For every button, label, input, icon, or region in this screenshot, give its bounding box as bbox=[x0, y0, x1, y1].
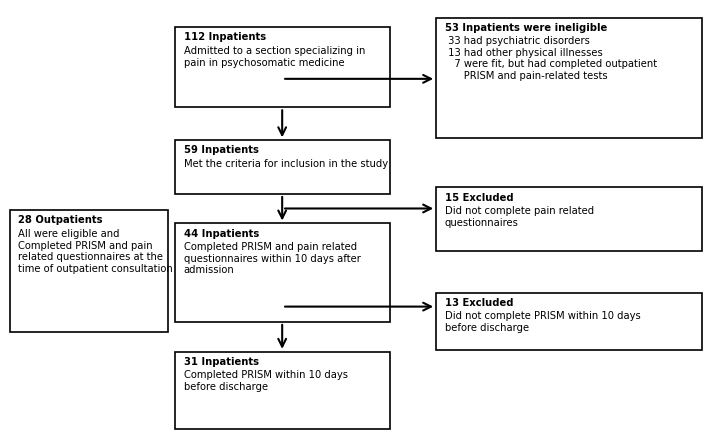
Text: 59 Inpatients: 59 Inpatients bbox=[184, 145, 259, 155]
FancyBboxPatch shape bbox=[175, 27, 390, 107]
Text: 53 Inpatients were ineligible: 53 Inpatients were ineligible bbox=[445, 23, 607, 33]
FancyBboxPatch shape bbox=[10, 210, 168, 332]
Text: Admitted to a section specializing in
pain in psychosomatic medicine: Admitted to a section specializing in pa… bbox=[184, 46, 365, 67]
FancyBboxPatch shape bbox=[175, 352, 390, 429]
FancyBboxPatch shape bbox=[175, 140, 390, 194]
Text: Did not complete PRISM within 10 days
before discharge: Did not complete PRISM within 10 days be… bbox=[445, 311, 640, 333]
Text: 33 had psychiatric disorders
 13 had other physical illnesses
   7 were fit, but: 33 had psychiatric disorders 13 had othe… bbox=[445, 36, 657, 81]
Text: 15 Excluded: 15 Excluded bbox=[445, 193, 513, 203]
Text: Completed PRISM and pain related
questionnaires within 10 days after
admission: Completed PRISM and pain related questio… bbox=[184, 242, 360, 276]
Text: 112 Inpatients: 112 Inpatients bbox=[184, 32, 266, 42]
Text: 13 Excluded: 13 Excluded bbox=[445, 298, 513, 308]
FancyBboxPatch shape bbox=[175, 223, 390, 322]
Text: Met the criteria for inclusion in the study: Met the criteria for inclusion in the st… bbox=[184, 159, 388, 169]
Text: 28 Outpatients: 28 Outpatients bbox=[18, 215, 103, 226]
Text: 31 Inpatients: 31 Inpatients bbox=[184, 357, 259, 367]
Text: 44 Inpatients: 44 Inpatients bbox=[184, 229, 259, 239]
FancyBboxPatch shape bbox=[436, 187, 702, 251]
Text: All were eligible and
Completed PRISM and pain
related questionnaires at the
tim: All were eligible and Completed PRISM an… bbox=[18, 229, 173, 274]
Text: Did not complete pain related
questionnaires: Did not complete pain related questionna… bbox=[445, 206, 593, 228]
FancyBboxPatch shape bbox=[436, 293, 702, 350]
FancyBboxPatch shape bbox=[436, 18, 702, 138]
Text: Completed PRISM within 10 days
before discharge: Completed PRISM within 10 days before di… bbox=[184, 371, 347, 392]
